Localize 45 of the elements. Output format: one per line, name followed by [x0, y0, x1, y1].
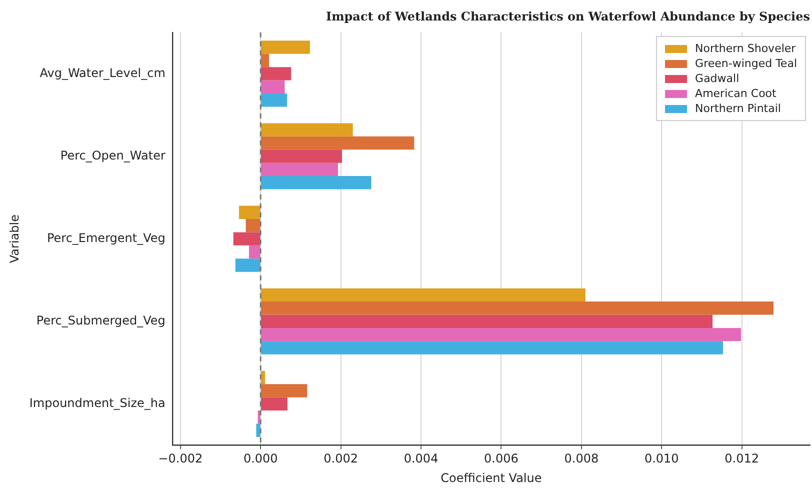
- y-axis-title: Variable: [7, 214, 22, 264]
- bar: [261, 341, 723, 354]
- legend-label: American Coot: [695, 86, 776, 101]
- bar: [235, 258, 260, 272]
- bar: [261, 370, 266, 384]
- x-tick-label: 0.008: [564, 452, 599, 466]
- x-tick-label: 0.006: [484, 452, 518, 466]
- bar: [261, 176, 372, 190]
- legend-label: Northern Pintail: [695, 101, 781, 116]
- bar: [261, 150, 342, 163]
- bar: [261, 136, 414, 150]
- x-axis-title: Coefficient Value: [440, 470, 542, 485]
- bar: [261, 40, 310, 54]
- bar: [261, 54, 270, 68]
- bar: [261, 162, 338, 176]
- bar: [261, 384, 308, 398]
- x-tick-label: 0.012: [724, 452, 760, 466]
- y-tick-label: Impoundment_Size_ha: [29, 396, 166, 410]
- bar: [261, 67, 292, 80]
- bar: [261, 80, 285, 94]
- bar: [256, 424, 260, 437]
- y-tick-label: Perc_Submerged_Veg: [36, 313, 166, 328]
- bar: [261, 123, 353, 136]
- x-tick-label: 0.000: [243, 452, 278, 466]
- y-tick-label: Perc_Emergent_Veg: [46, 230, 166, 245]
- bar: [261, 93, 288, 107]
- x-tick-label: 0.002: [324, 452, 358, 466]
- bar: [261, 328, 742, 342]
- bar: [261, 302, 774, 315]
- legend-label: Green-winged Teal: [695, 56, 797, 71]
- bar: [261, 397, 288, 411]
- bar: [261, 314, 713, 328]
- bar: [261, 288, 586, 302]
- x-tick-label: −0.002: [158, 452, 203, 466]
- legend-label: Gadwall: [695, 71, 740, 86]
- chart-title: Impact of Wetlands Characteristics on Waterfowl Abundance by Species: [326, 9, 810, 24]
- y-tick-label: Avg_Water_Level_cm: [40, 66, 166, 80]
- x-tick-label: 0.004: [404, 452, 438, 466]
- bar: [246, 218, 260, 232]
- y-tick-label: Perc_Open_Water: [60, 148, 166, 162]
- legend-label: Northern Shoveler: [695, 41, 796, 56]
- bar: [233, 232, 260, 246]
- bar: [238, 206, 260, 219]
- bar: [248, 245, 260, 259]
- x-tick-label: 0.010: [644, 452, 679, 466]
